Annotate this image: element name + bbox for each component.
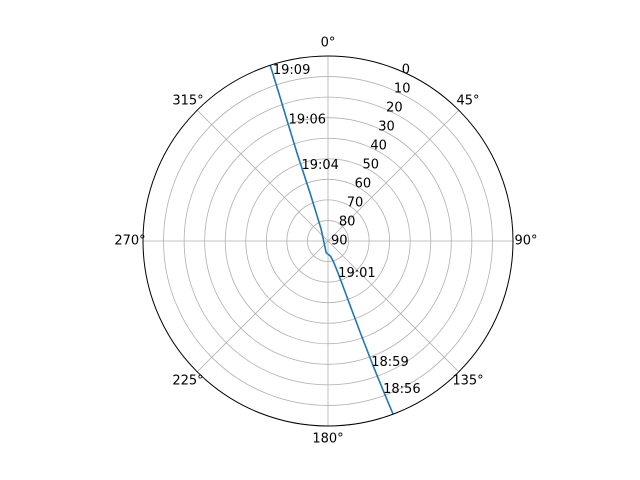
radial-tick-label: 60 xyxy=(355,177,372,192)
radial-tick-label: 70 xyxy=(347,196,364,211)
labels-layer: 0° 45° 90° 135° 180° 225° 270° 315° 0 10 20 30 40 50 6… xyxy=(114,36,537,447)
radial-tick-label: 10 xyxy=(394,82,411,97)
ring-gridline xyxy=(224,137,432,345)
ring-gridline xyxy=(163,76,493,406)
radial-tick-label: 40 xyxy=(370,139,387,154)
time-annotation: 18:59 xyxy=(371,355,408,370)
axes-layer xyxy=(142,55,514,427)
radial-tick-label: 90 xyxy=(331,234,348,249)
angle-tick-label: 270° xyxy=(114,234,145,249)
radial-tick-label: 30 xyxy=(378,120,395,135)
polar-frame xyxy=(142,55,514,427)
ring-gridline xyxy=(307,220,349,262)
time-annotation: 19:04 xyxy=(301,158,338,173)
radial-gridline xyxy=(196,240,329,373)
radial-tick-label: 80 xyxy=(339,215,356,230)
angle-tick-label: 0° xyxy=(321,36,336,51)
polar-grid xyxy=(143,56,513,426)
angle-tick-label: 225° xyxy=(172,374,203,389)
radial-gridline xyxy=(327,109,460,242)
radial-tick-label: 20 xyxy=(386,101,403,116)
ring-gridline xyxy=(245,158,411,324)
ring-gridline xyxy=(265,178,391,304)
angle-tick-label: 135° xyxy=(452,374,483,389)
ring-gridline xyxy=(204,117,452,365)
ring-gridline xyxy=(183,96,473,386)
radial-gridline xyxy=(196,109,329,242)
radial-gridline xyxy=(327,240,460,373)
time-annotation: 18:56 xyxy=(383,382,420,397)
time-annotation: 19:01 xyxy=(338,266,375,281)
angle-tick-label: 180° xyxy=(312,432,343,447)
series-layer xyxy=(269,65,394,415)
ring-gridline xyxy=(286,199,370,283)
radial-tick-label: 0 xyxy=(402,63,410,78)
angle-tick-label: 45° xyxy=(456,93,479,108)
angle-tick-label: 315° xyxy=(172,93,203,108)
angle-tick-label: 90° xyxy=(514,234,537,249)
series-line-1 xyxy=(269,65,394,415)
time-annotation: 19:09 xyxy=(273,63,310,78)
time-annotation: 19:06 xyxy=(289,113,326,128)
radial-tick-label: 50 xyxy=(362,158,379,173)
